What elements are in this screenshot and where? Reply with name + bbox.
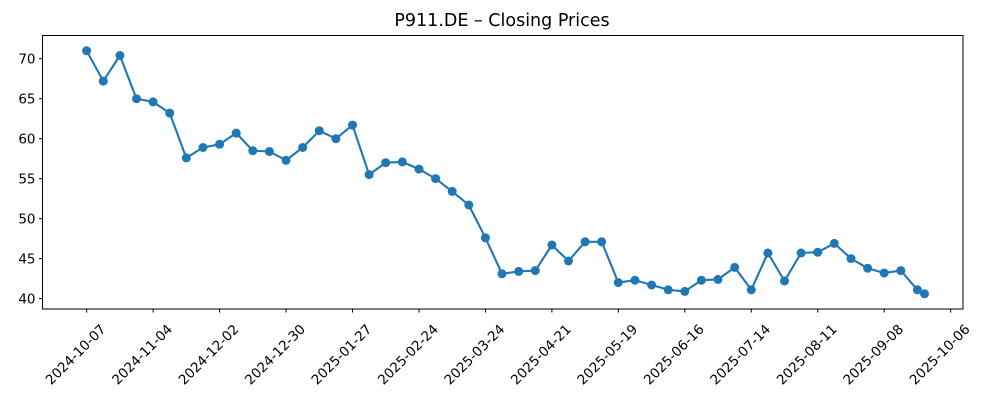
data-point	[530, 266, 540, 276]
x-tick-label: 2025-02-24	[375, 322, 442, 389]
y-tick-label: 55	[18, 171, 35, 187]
data-point	[381, 158, 391, 168]
data-point	[397, 157, 407, 167]
data-point	[165, 108, 175, 118]
data-point	[713, 274, 723, 284]
data-point	[630, 275, 640, 285]
y-tick-label: 65	[18, 91, 35, 107]
data-point	[480, 233, 490, 243]
data-point	[613, 278, 623, 288]
x-tick-label: 2025-07-14	[707, 322, 774, 389]
data-point	[564, 256, 573, 266]
data-point	[846, 254, 856, 264]
data-point	[231, 128, 241, 138]
x-tick-label: 2024-10-07	[43, 322, 110, 389]
data-point	[181, 153, 191, 163]
data-point	[547, 240, 557, 250]
data-point	[281, 155, 291, 165]
x-tick-label: 2025-09-08	[840, 322, 907, 389]
y-tick-label: 70	[18, 51, 35, 67]
data-point	[514, 266, 524, 276]
data-point	[115, 51, 125, 60]
data-point	[264, 147, 274, 156]
data-point	[763, 248, 773, 258]
data-point	[215, 139, 225, 149]
data-point	[920, 289, 929, 299]
x-tick-label: 2025-01-27	[309, 322, 376, 389]
data-point	[680, 286, 690, 296]
data-point	[580, 237, 590, 247]
data-point	[431, 174, 441, 184]
data-point	[829, 238, 839, 248]
data-point	[364, 170, 374, 180]
x-tick-label: 2025-08-11	[774, 322, 841, 389]
data-point	[780, 276, 789, 286]
y-tick-label: 45	[18, 251, 35, 267]
data-point	[912, 285, 922, 295]
data-point	[497, 269, 507, 279]
data-point	[98, 76, 108, 86]
data-point	[82, 46, 92, 56]
data-point	[331, 134, 341, 144]
data-point	[896, 266, 906, 276]
y-tick-label: 50	[18, 211, 35, 227]
x-tick-label: 2024-12-30	[242, 322, 309, 389]
data-point	[879, 268, 889, 278]
data-point	[796, 248, 806, 258]
data-point	[314, 126, 324, 136]
data-point	[464, 200, 474, 210]
x-tick-label: 2025-04-21	[508, 322, 575, 389]
chart-title: P911.DE – Closing Prices	[394, 11, 609, 31]
plot-border	[42, 35, 964, 310]
data-point	[298, 143, 308, 152]
y-tick-label: 40	[18, 291, 35, 307]
data-point	[132, 94, 141, 104]
data-point	[447, 186, 457, 196]
data-point	[863, 263, 873, 273]
x-tick-label: 2025-05-19	[574, 322, 641, 389]
price-line	[85, 49, 926, 295]
x-tick-label: 2025-06-16	[641, 322, 708, 389]
x-tick-label: 2025-03-24	[441, 322, 508, 389]
data-point	[730, 262, 740, 272]
data-point	[348, 120, 357, 130]
data-point	[248, 146, 258, 156]
y-tick-label: 60	[18, 131, 35, 147]
data-point	[414, 164, 424, 174]
data-point	[647, 280, 657, 290]
data-point	[198, 143, 208, 152]
data-point	[148, 97, 158, 107]
data-point	[813, 247, 823, 257]
data-point	[696, 275, 706, 285]
x-tick-label: 2024-12-02	[176, 322, 243, 389]
data-point	[746, 285, 756, 295]
x-tick-label: 2025-10-06	[907, 322, 974, 389]
data-point	[663, 285, 673, 295]
data-point	[597, 237, 607, 247]
x-tick-label: 2024-11-04	[109, 322, 176, 389]
